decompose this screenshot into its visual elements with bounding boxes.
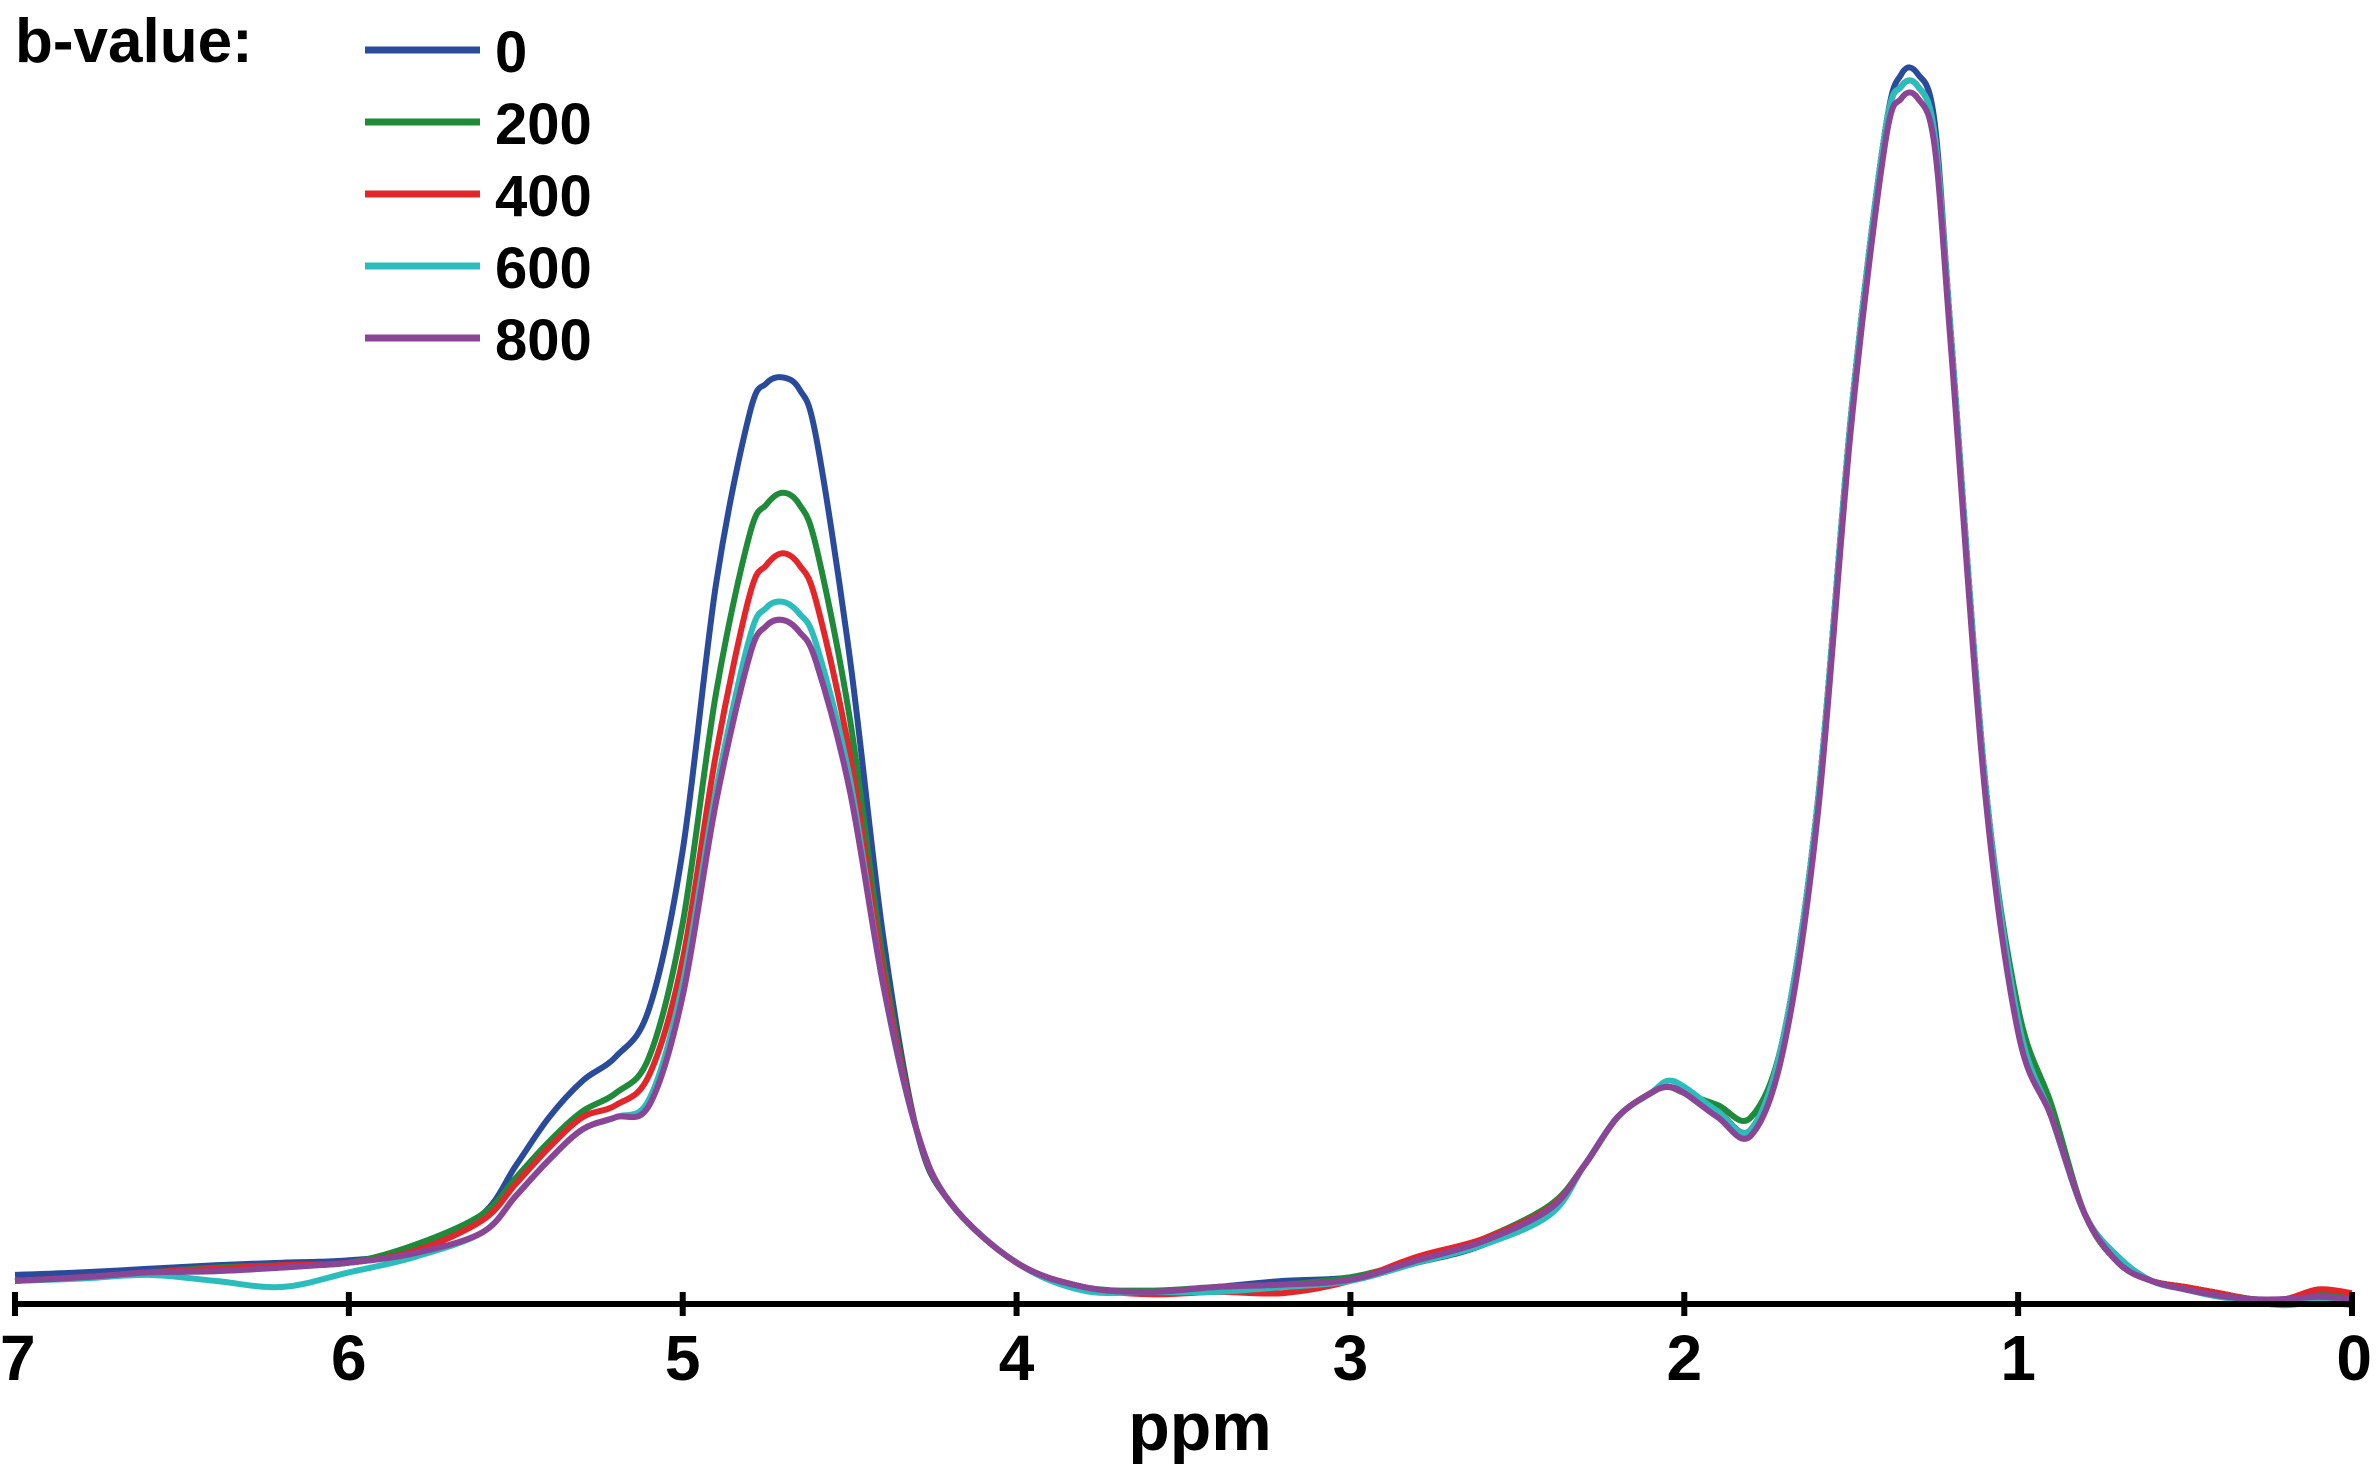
x-tick-label: 2 (1666, 1322, 1702, 1394)
x-tick-label: 0 (2336, 1322, 2372, 1394)
legend-label: 200 (495, 92, 592, 157)
series-line-b0 (14, 64, 2353, 1303)
legend-label: 400 (495, 164, 592, 229)
x-tick-label: 1 (2000, 1322, 2036, 1394)
legend-title: b-value: (15, 7, 253, 76)
x-axis-label: ppm (1128, 1389, 1272, 1465)
legend-label: 600 (495, 236, 592, 301)
legend: b-value: 0 200 400 600 800 (15, 7, 592, 373)
x-tick-label: 4 (999, 1322, 1035, 1394)
series-lines (14, 64, 2353, 1309)
x-tick-label: 5 (665, 1322, 701, 1394)
x-tick-label: 7 (0, 1322, 36, 1394)
legend-label: 800 (495, 308, 592, 373)
legend-label: 0 (495, 20, 527, 85)
x-axis: 7 6 5 4 3 2 1 0 (0, 1292, 2372, 1394)
x-tick-label: 6 (331, 1322, 367, 1394)
series-line-b800 (14, 89, 2353, 1303)
x-tick-label: 3 (1333, 1322, 1369, 1394)
